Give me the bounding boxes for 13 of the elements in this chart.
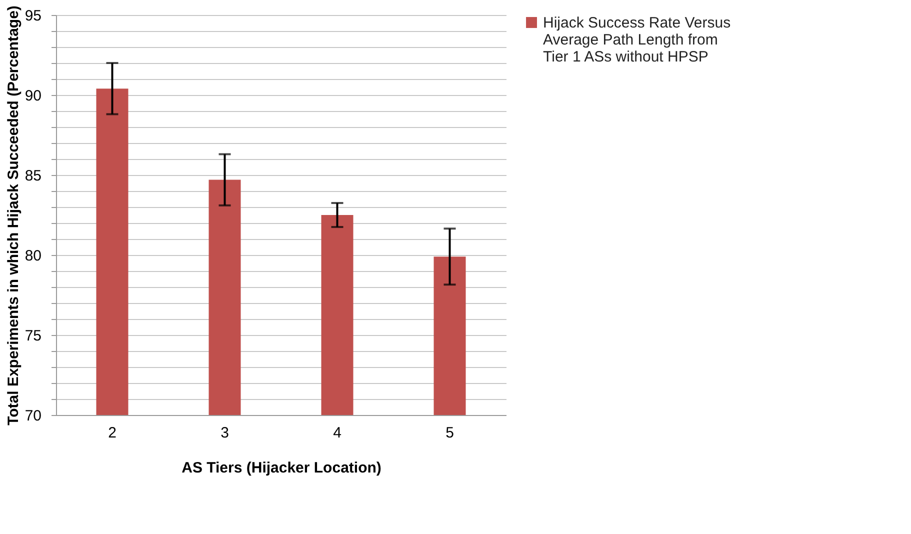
y-axis-title: Total Experiments in which Hijack Succeeded (Percentage) bbox=[4, 6, 22, 426]
legend-label: Hijack Success Rate Versus Average Path Length from Tier 1 ASs without HPSP bbox=[543, 14, 731, 66]
x-tick-label: 2 bbox=[108, 424, 116, 442]
y-tick-label: 75 bbox=[24, 328, 42, 344]
x-axis-title: AS Tiers (Hijacker Location) bbox=[182, 460, 382, 476]
x-tick-label: 5 bbox=[446, 424, 454, 442]
y-tick-label: 80 bbox=[24, 248, 42, 264]
y-tick-label: 90 bbox=[24, 88, 42, 104]
x-tick-label: 3 bbox=[220, 424, 229, 442]
y-tick-label: 95 bbox=[24, 8, 42, 24]
x-tick-label: 4 bbox=[333, 424, 342, 442]
y-tick-label: 85 bbox=[24, 168, 42, 184]
y-tick-label: 70 bbox=[24, 408, 42, 424]
